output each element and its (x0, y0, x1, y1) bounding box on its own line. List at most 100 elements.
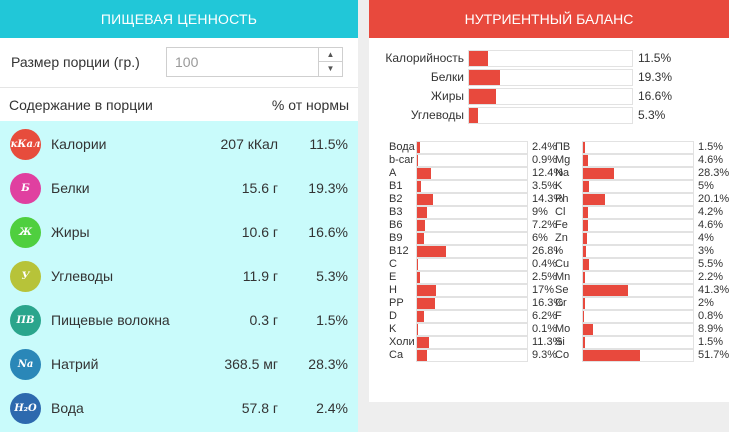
summary-label: Калорийность (385, 51, 464, 65)
micronutrient-label: H (389, 284, 397, 296)
micronutrient-bar-track (416, 206, 528, 219)
micronutrient-row: F 0.8% (555, 310, 729, 323)
micronutrient-row: B6 7.2% (389, 219, 569, 232)
nutrient-name: Вода (51, 400, 84, 416)
micronutrient-row: Si 1.5% (555, 336, 729, 349)
micronutrient-bar (417, 285, 436, 296)
micronutrient-bar (583, 181, 589, 192)
micronutrient-row: ПВ 1.5% (555, 141, 729, 154)
micronutrient-bar-track (416, 219, 528, 232)
micronutrient-label: B3 (389, 206, 403, 218)
micronutrient-row: K 5% (555, 180, 729, 193)
micronutrient-percent: 1.5% (698, 336, 724, 348)
micronutrient-percent: 6% (532, 232, 548, 244)
micronutrient-bar (417, 194, 433, 205)
micronutrient-label: Si (555, 336, 565, 348)
micronutrient-bar (583, 233, 588, 244)
micronutrient-percent: 0.8% (698, 310, 724, 322)
micronutrient-bar-track (582, 206, 694, 219)
portion-size-input[interactable]: 100 ▲ ▼ (166, 47, 343, 77)
micronutrient-label: Cl (555, 206, 566, 218)
micronutrient-bar-track (582, 141, 694, 154)
micronutrient-label: Co (555, 349, 570, 361)
nutrient-amount: 10.6 г (241, 224, 278, 240)
micronutrient-bar (417, 142, 420, 153)
nutrient-amount: 15.6 г (241, 180, 278, 196)
portion-stepper[interactable]: ▲ ▼ (318, 48, 342, 76)
portion-size-label: Размер порции (гр.) (11, 54, 140, 70)
nutrient-badge-icon: кКал (10, 129, 41, 160)
summary-label: Белки (430, 70, 464, 84)
micronutrient-bar (417, 181, 421, 192)
micronutrient-bar-track (582, 336, 694, 349)
micronutrient-bar-track (416, 284, 528, 297)
nutrition-row: ПВ Пищевые волокна 0.3 г 1.5% (0, 298, 358, 342)
micronutrient-bar-track (582, 180, 694, 193)
micronutrient-bar (417, 220, 425, 231)
summary-bar (469, 89, 497, 104)
micronutrient-bar-track (416, 336, 528, 349)
micronutrient-bar (417, 337, 430, 348)
micronutrient-label: Холи (389, 336, 415, 348)
micronutrient-bar (417, 311, 424, 322)
micronutrient-row: Ph 20.1% (555, 193, 729, 206)
nutrient-percent: 11.5% (309, 136, 348, 152)
micronutrient-percent: 1.5% (698, 141, 724, 153)
micronutrient-bar-track (416, 180, 528, 193)
micronutrient-label: Mo (555, 323, 571, 335)
nutrition-row: Na Натрий 368.5 мг 28.3% (0, 342, 358, 386)
micronutrient-percent: 26.8% (532, 245, 564, 257)
summary-percent: 5.3% (638, 108, 666, 122)
micronutrient-percent: 5% (698, 180, 714, 192)
nutrient-amount: 0.3 г (249, 312, 278, 328)
micronutrient-label: Cu (555, 258, 570, 270)
micronutrient-bar-track (416, 258, 528, 271)
nutrient-amount: 368.5 мг (224, 356, 278, 372)
micronutrient-label: Ca (389, 349, 404, 361)
nutrient-name: Белки (51, 180, 90, 196)
micronutrient-row: Холи 11.3% (389, 336, 569, 349)
nutrition-panel-title: ПИЩЕВАЯ ЦЕННОСТЬ (0, 0, 358, 38)
micronutrient-percent: 14.3% (532, 193, 564, 205)
micronutrient-bar-track (416, 310, 528, 323)
summary-percent: 11.5% (638, 51, 672, 65)
micronutrient-row: Na 28.3% (555, 167, 729, 180)
micronutrient-bar (417, 168, 431, 179)
summary-bar-track (468, 69, 633, 86)
micronutrient-row: b-car 0.9% (389, 154, 569, 167)
micronutrient-row: K 0.1% (389, 323, 569, 336)
micronutrient-bar (583, 324, 593, 335)
micronutrient-row: H 17% (389, 284, 569, 297)
stepper-down-icon[interactable]: ▼ (326, 64, 335, 73)
micronutrient-row: Mg 4.6% (555, 154, 729, 167)
micronutrient-label: Na (555, 167, 570, 179)
micronutrient-percent: 0.1% (532, 323, 558, 335)
nutrient-name: Калории (51, 136, 107, 152)
micronutrient-row: Se 41.3% (555, 284, 729, 297)
micronutrient-label: Zn (555, 232, 568, 244)
micronutrient-percent: 4% (698, 232, 714, 244)
micronutrient-percent: 4.6% (698, 219, 724, 231)
nutrient-name: Углеводы (51, 268, 114, 284)
micronutrient-label: K (389, 323, 397, 335)
micronutrient-row: Cl 4.2% (555, 206, 729, 219)
micronutrient-label: Cr (555, 297, 567, 309)
nutrition-row: H₂O Вода 57.8 г 2.4% (0, 386, 358, 430)
nutrient-balance-panel: НУТРИЕНТНЫЙ БАЛАНС Калорийность 11.5% Белк… (369, 0, 729, 402)
nutrient-percent: 19.3% (308, 180, 348, 196)
nutrient-badge-icon: H₂O (10, 393, 41, 424)
micronutrient-percent: 5.5% (698, 258, 724, 270)
summary-label: Жиры (430, 89, 464, 103)
nutrition-row: Ж Жиры 10.6 г 16.6% (0, 210, 358, 254)
micronutrient-bar (583, 337, 585, 348)
micronutrient-label: B12 (389, 245, 409, 257)
micronutrient-percent: 2.5% (532, 271, 558, 283)
micronutrient-label: B2 (389, 193, 403, 205)
summary-row: Жиры 16.6% (369, 87, 729, 106)
micronutrient-bar (583, 168, 615, 179)
micronutrient-label: b-car (389, 154, 415, 166)
nutrient-percent: 1.5% (316, 312, 348, 328)
micronutrient-bar-track (416, 193, 528, 206)
stepper-up-icon[interactable]: ▲ (319, 48, 342, 62)
micronutrient-row: B12 26.8% (389, 245, 569, 258)
